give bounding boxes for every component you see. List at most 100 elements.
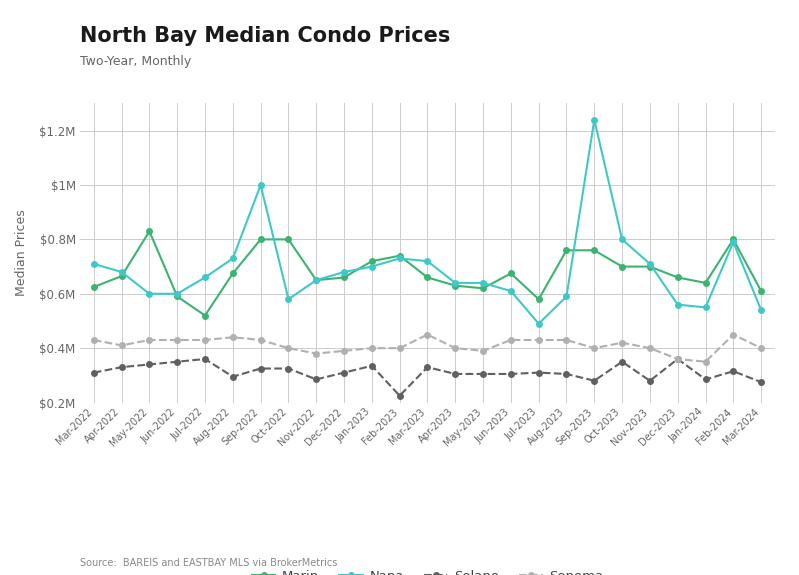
Sonoma — [117, 342, 126, 349]
Napa — [284, 296, 293, 302]
Marin — [506, 270, 515, 277]
Napa — [451, 279, 460, 286]
Napa — [562, 293, 571, 300]
Marin — [201, 312, 210, 319]
Sonoma — [423, 331, 432, 338]
Marin — [645, 263, 654, 270]
Marin — [451, 282, 460, 289]
Solano — [228, 373, 237, 380]
Napa — [618, 236, 627, 243]
Text: Two-Year, Monthly: Two-Year, Monthly — [80, 55, 191, 68]
Sonoma — [701, 358, 710, 365]
Napa — [729, 239, 738, 246]
Solano — [451, 370, 460, 377]
Solano — [673, 355, 682, 362]
Marin — [340, 274, 349, 281]
Legend: Marin, Napa, Solano, Sonoma: Marin, Napa, Solano, Sonoma — [246, 565, 609, 575]
Sonoma — [284, 344, 293, 351]
Napa — [423, 258, 432, 264]
Marin — [312, 277, 321, 283]
Solano — [89, 369, 98, 376]
Marin — [590, 247, 599, 254]
Solano — [562, 370, 571, 377]
Sonoma — [367, 344, 376, 351]
Napa — [757, 306, 766, 313]
Sonoma — [673, 355, 682, 362]
Line: Sonoma: Sonoma — [91, 332, 764, 365]
Solano — [534, 369, 543, 376]
Napa — [673, 301, 682, 308]
Napa — [506, 288, 515, 294]
Marin — [423, 274, 432, 281]
Solano — [618, 358, 627, 365]
Napa — [117, 269, 126, 275]
Solano — [284, 365, 293, 372]
Sonoma — [340, 347, 349, 354]
Marin — [479, 285, 488, 292]
Sonoma — [201, 336, 210, 343]
Sonoma — [562, 336, 571, 343]
Sonoma — [645, 344, 654, 351]
Napa — [534, 320, 543, 327]
Marin — [284, 236, 293, 243]
Sonoma — [228, 334, 237, 341]
Marin — [228, 270, 237, 277]
Marin — [117, 273, 126, 279]
Napa — [590, 116, 599, 123]
Solano — [729, 368, 738, 375]
Napa — [145, 290, 154, 297]
Marin — [673, 274, 682, 281]
Solano — [701, 376, 710, 383]
Solano — [506, 370, 515, 377]
Marin — [173, 293, 182, 300]
Napa — [256, 182, 265, 189]
Sonoma — [729, 331, 738, 338]
Marin — [729, 236, 738, 243]
Marin — [89, 283, 98, 290]
Sonoma — [256, 336, 265, 343]
Napa — [173, 290, 182, 297]
Napa — [228, 255, 237, 262]
Napa — [395, 255, 404, 262]
Y-axis label: Median Prices: Median Prices — [15, 210, 28, 296]
Marin — [701, 279, 710, 286]
Text: Source:  BAREIS and EASTBAY MLS via BrokerMetrics: Source: BAREIS and EASTBAY MLS via Broke… — [80, 558, 337, 568]
Marin — [395, 252, 404, 259]
Solano — [757, 379, 766, 386]
Solano — [173, 358, 182, 365]
Marin — [757, 288, 766, 294]
Sonoma — [506, 336, 515, 343]
Napa — [340, 269, 349, 275]
Line: Napa: Napa — [91, 117, 764, 327]
Solano — [145, 361, 154, 368]
Solano — [367, 362, 376, 369]
Line: Solano: Solano — [91, 356, 764, 398]
Napa — [367, 263, 376, 270]
Napa — [701, 304, 710, 311]
Napa — [479, 279, 488, 286]
Marin — [534, 296, 543, 302]
Solano — [256, 365, 265, 372]
Sonoma — [757, 344, 766, 351]
Sonoma — [618, 339, 627, 346]
Solano — [117, 364, 126, 371]
Napa — [312, 277, 321, 283]
Napa — [645, 260, 654, 267]
Text: North Bay Median Condo Prices: North Bay Median Condo Prices — [80, 26, 451, 46]
Napa — [201, 274, 210, 281]
Sonoma — [590, 344, 599, 351]
Marin — [367, 258, 376, 264]
Sonoma — [89, 336, 98, 343]
Sonoma — [451, 344, 460, 351]
Marin — [145, 228, 154, 235]
Marin — [256, 236, 265, 243]
Marin — [618, 263, 627, 270]
Solano — [423, 364, 432, 371]
Sonoma — [479, 347, 488, 354]
Marin — [562, 247, 571, 254]
Solano — [201, 355, 210, 362]
Sonoma — [312, 350, 321, 357]
Solano — [645, 377, 654, 384]
Solano — [312, 376, 321, 383]
Solano — [590, 377, 599, 384]
